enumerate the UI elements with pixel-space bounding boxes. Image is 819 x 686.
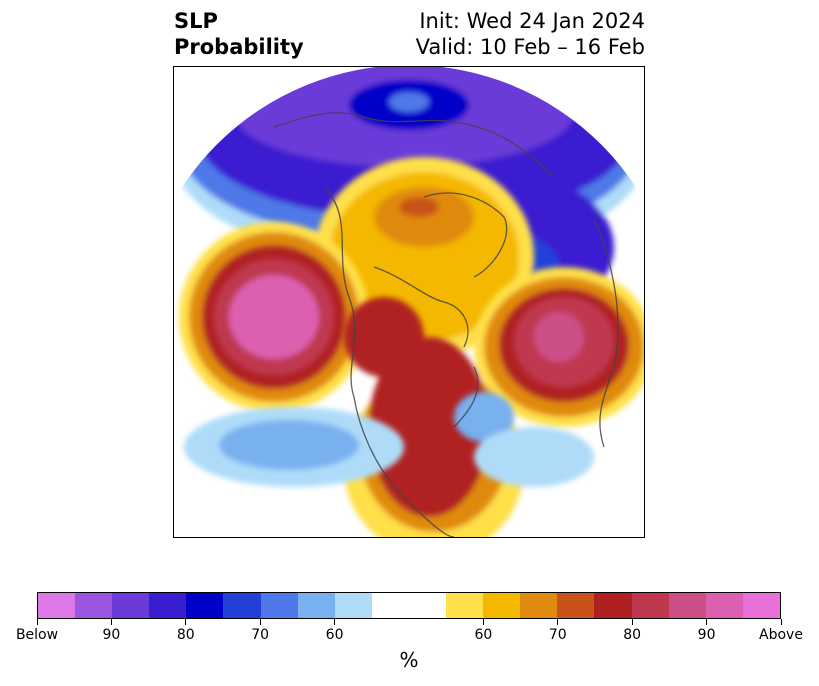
colorbar-swatch — [668, 593, 706, 618]
colorbar-swatch — [483, 593, 521, 618]
colorbar-swatch — [594, 593, 632, 618]
colorbar-tick-label: Above — [759, 627, 803, 643]
above-western-europe — [474, 267, 644, 427]
colorbar-swatch — [223, 593, 261, 618]
colorbar-swatch — [297, 593, 335, 618]
colorbar-swatch — [334, 593, 372, 618]
colorbar-tick — [557, 619, 559, 625]
colorbar-swatch — [557, 593, 595, 618]
colorbar-swatch — [742, 593, 780, 618]
title-left: SLP Probability — [174, 8, 304, 60]
colorbar-tick — [631, 619, 633, 625]
colorbar-tick — [780, 619, 782, 625]
colorbar-swatch — [260, 593, 298, 618]
colorbar-tick-label: Below — [15, 627, 59, 643]
colorbar-tick — [706, 619, 708, 625]
colorbar-swatch — [631, 593, 669, 618]
above-north-pacific — [179, 222, 369, 412]
title-product: Probability — [174, 35, 304, 59]
colorbar-swatch — [149, 593, 187, 618]
init-date: Init: Wed 24 Jan 2024 — [419, 9, 645, 33]
colorbar-swatch — [75, 593, 113, 618]
colorbar-tick-label: 90 — [102, 627, 121, 643]
colorbar-swatch — [408, 593, 447, 618]
polar-map — [174, 67, 644, 537]
colorbar-tick-label: 60 — [474, 627, 493, 643]
map-panel — [173, 66, 645, 538]
colorbar-swatch — [705, 593, 743, 618]
colorbar-swatch — [38, 593, 76, 618]
colorbar-tick — [36, 619, 38, 625]
colorbar-swatch — [520, 593, 558, 618]
colorbar-tick-label: 70 — [251, 627, 270, 643]
colorbar — [37, 592, 781, 619]
probability-field — [174, 67, 644, 537]
colorbar-tick — [482, 619, 484, 625]
colorbar-swatch — [446, 593, 484, 618]
colorbar-swatch — [186, 593, 224, 618]
valid-range: Valid: 10 Feb – 16 Feb — [415, 35, 645, 59]
colorbar-tick-label: 80 — [176, 627, 195, 643]
colorbar-swatch — [371, 593, 409, 618]
colorbar-tick-label: 60 — [325, 627, 344, 643]
title-variable: SLP — [174, 9, 218, 33]
colorbar-tick — [259, 619, 261, 625]
colorbar-swatch — [112, 593, 150, 618]
colorbar-tick-label: 90 — [697, 627, 716, 643]
below-midlatitude — [184, 392, 594, 487]
colorbar-unit: % — [399, 648, 419, 672]
colorbar-tick — [185, 619, 187, 625]
title-right: Init: Wed 24 Jan 2024 Valid: 10 Feb – 16… — [416, 8, 645, 60]
colorbar-tick — [334, 619, 336, 625]
colorbar-tick — [110, 619, 112, 625]
colorbar-tick-label: 70 — [548, 627, 567, 643]
coastlines — [273, 112, 619, 537]
colorbar-tick-label: 80 — [623, 627, 642, 643]
